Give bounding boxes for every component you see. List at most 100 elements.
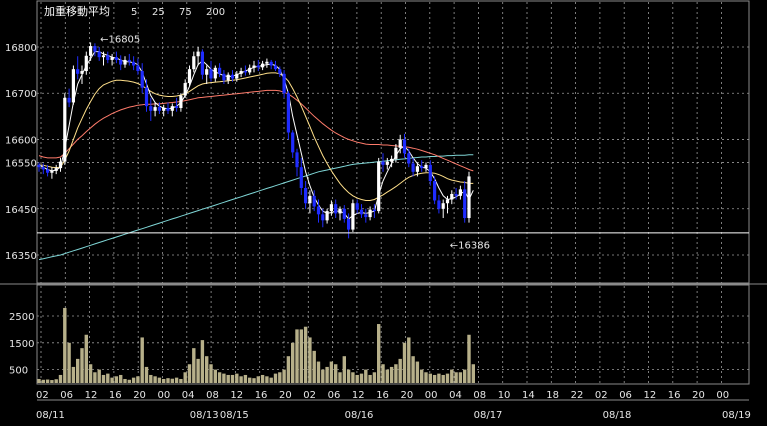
volume-bar: [269, 377, 273, 383]
candle-up: [351, 203, 355, 230]
candle-down: [433, 181, 437, 201]
candle-down: [278, 69, 282, 74]
volume-bar: [316, 361, 321, 383]
hour-tick-label: 16: [668, 390, 681, 401]
volume-bar: [230, 374, 235, 383]
volume-bar: [106, 373, 110, 383]
legend-ma200: 200: [206, 7, 225, 18]
candle-up: [441, 203, 445, 209]
candle-down: [355, 203, 359, 210]
volume-bar: [445, 373, 450, 383]
volume-bar: [432, 374, 437, 383]
volume-bar: [205, 356, 209, 383]
candle-up: [445, 199, 450, 204]
volume-bar: [355, 374, 359, 383]
candle-down: [407, 153, 411, 164]
candle-up: [226, 74, 230, 81]
volume-bar: [209, 364, 213, 383]
chart-frame: [0, 0, 767, 401]
volume-bar: [385, 369, 389, 383]
volume-bar: [420, 369, 424, 383]
candle-down: [286, 93, 290, 133]
candle-down: [282, 73, 286, 94]
volume-bar: [222, 373, 226, 383]
candle-down: [437, 200, 441, 209]
volume-bar: [342, 356, 346, 383]
candle-up: [54, 168, 58, 171]
candle-down: [273, 65, 278, 70]
volume-bar: [140, 337, 144, 383]
candle-up: [196, 51, 200, 57]
candle-up: [368, 209, 372, 218]
volume-bar: [368, 374, 372, 383]
candle-up: [329, 204, 333, 212]
candle-down: [127, 59, 131, 62]
volume-bar: [97, 369, 101, 383]
hour-tick-label: 06: [619, 390, 632, 401]
date-tick-label: 08/19: [722, 410, 751, 421]
volume-bar: [471, 364, 475, 383]
date-tick-label: 08/16: [345, 410, 374, 421]
candle-down: [304, 187, 308, 204]
volume-bar: [114, 376, 119, 383]
volume-bar: [157, 377, 162, 383]
volume-tick-label: 1500: [9, 339, 34, 350]
hour-tick-label: 16: [255, 390, 268, 401]
volume-bar: [174, 377, 179, 383]
candle-down: [299, 167, 303, 188]
candle-up: [153, 107, 157, 111]
volume-bar: [329, 361, 334, 383]
candle-down: [46, 169, 50, 173]
hour-tick-label: 22: [571, 390, 584, 401]
candle-up: [325, 211, 329, 221]
hour-tick-label: 00: [425, 390, 438, 401]
date-tick-label: 08/17: [474, 410, 503, 421]
candle-down: [41, 167, 45, 170]
hour-tick-label: 12: [352, 390, 365, 401]
volume-bar: [278, 372, 282, 383]
hour-tick-label: 00: [158, 390, 171, 401]
volume-bar: [437, 373, 441, 383]
candle-down: [295, 152, 299, 168]
candle-down: [140, 71, 144, 88]
volume-bar: [428, 373, 432, 383]
ma-line-ma5: [38, 51, 474, 220]
candle-down: [334, 204, 338, 214]
legend: 加重移動平均 5 25 75 200: [44, 4, 225, 18]
candle-up: [398, 139, 402, 148]
candle-down: [321, 214, 325, 221]
candle-up: [394, 147, 398, 159]
candle-up: [101, 55, 106, 58]
hour-tick-label: 06: [60, 390, 73, 401]
candle-up: [170, 106, 174, 111]
candle-up: [235, 73, 239, 79]
hour-tick-label: 14: [522, 390, 535, 401]
candle-up: [110, 57, 114, 60]
candle-down: [364, 214, 368, 218]
candle-down: [411, 163, 415, 172]
volume-bar: [166, 378, 170, 383]
price-tick-label: 16350: [5, 251, 37, 262]
axis-labels: 16800 16700 16600 16550 16450 16350 2500 1500 50…: [5, 43, 751, 421]
volume-bar: [58, 374, 63, 383]
volume-bar: [389, 366, 394, 383]
legend-title: 加重移動平均: [44, 4, 110, 18]
hour-tick-label: 20: [692, 390, 705, 401]
candle-down: [136, 65, 140, 72]
volume-bar: [265, 376, 269, 383]
candle-down: [119, 59, 123, 65]
candle-up: [123, 59, 127, 65]
annotations: ←16805 ←16386: [100, 35, 490, 252]
candle-up: [162, 108, 166, 111]
candle-up: [308, 195, 312, 204]
candle-up: [50, 170, 54, 173]
volume-bar: [80, 348, 84, 383]
candle-down: [132, 61, 136, 66]
hour-tick-label: 20: [279, 390, 292, 401]
hour-tick-label: 16: [109, 390, 122, 401]
candle-down: [67, 97, 71, 103]
price-tick-label: 16800: [5, 43, 37, 54]
legend-ma75: 75: [179, 7, 192, 18]
candle-up: [80, 71, 84, 74]
